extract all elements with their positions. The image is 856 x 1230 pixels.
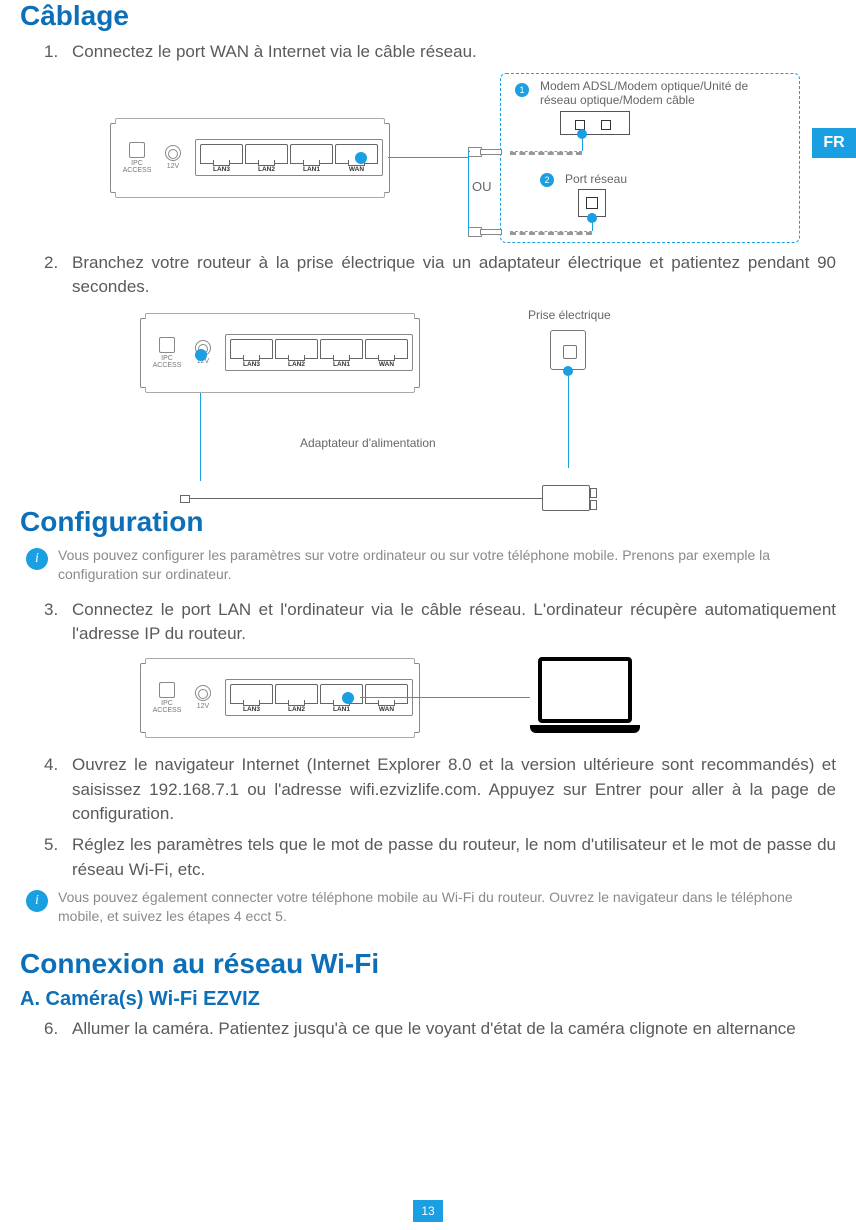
step-text: Connectez le port LAN et l'ordinateur vi…: [72, 598, 836, 647]
step-text: Branchez votre routeur à la prise électr…: [72, 251, 836, 300]
page-number: 13: [413, 1200, 443, 1222]
step-number: 6.: [44, 1017, 72, 1042]
port-label: 12V: [167, 163, 179, 170]
modem-port-dot: [577, 129, 587, 139]
port-label: LAN2: [288, 361, 305, 368]
port-label: LAN3: [243, 361, 260, 368]
modem-label: Modem ADSL/Modem optique/Unité de réseau…: [540, 79, 780, 108]
port-label: LAN3: [213, 166, 230, 173]
info-text: Vous pouvez configurer les paramètres su…: [58, 546, 836, 584]
port-label: IPC ACCESS: [153, 700, 182, 714]
wall-port-dot: [587, 213, 597, 223]
info-icon: i: [26, 548, 48, 570]
port-label: IPC ACCESS: [153, 355, 182, 369]
adapter-icon: [190, 456, 590, 511]
laptop-icon: [530, 657, 640, 733]
outlet-label: Prise électrique: [528, 308, 611, 322]
port-label: LAN2: [288, 706, 305, 713]
section-title-cablage: Câblage: [20, 0, 836, 32]
diagram-wan-connection: IPC ACCESS 12V LAN3 LAN2 LAN1 WAN OU 1 M…: [70, 73, 836, 243]
cable-plug-icon: [468, 225, 518, 237]
port-label: WAN: [349, 166, 364, 173]
subsection-title: A. Caméra(s) Wi-Fi EZVIZ: [20, 988, 836, 1011]
lan-port-dot: [342, 692, 354, 704]
step-number: 4.: [44, 753, 72, 827]
port-label: LAN1: [333, 706, 350, 713]
power-port-dot: [195, 349, 207, 361]
step-number: 3.: [44, 598, 72, 647]
step-text: Réglez les paramètres tels que le mot de…: [72, 833, 836, 882]
outlet-dot: [563, 366, 573, 376]
port-label: IPC ACCESS: [123, 160, 152, 174]
port-label: WAN: [379, 706, 394, 713]
step-text: Connectez le port WAN à Internet via le …: [72, 40, 836, 65]
adapter-label: Adaptateur d'alimentation: [300, 436, 436, 450]
option-badge-2: 2: [540, 173, 554, 187]
port-label: 12V: [197, 703, 209, 710]
step-number: 2.: [44, 251, 72, 300]
wan-highlight-dot: [355, 152, 367, 164]
step-text: Ouvrez le navigateur Internet (Internet …: [72, 753, 836, 827]
step-number: 1.: [44, 40, 72, 65]
section-title-wifi: Connexion au réseau Wi-Fi: [20, 948, 836, 980]
port-label: LAN3: [243, 706, 260, 713]
port-label: LAN1: [303, 166, 320, 173]
network-port-label: Port réseau: [565, 172, 627, 186]
step-text: Allumer la caméra. Patientez jusqu'à ce …: [72, 1017, 836, 1042]
cable-plug-icon: [468, 145, 518, 157]
modem-icon: [560, 111, 630, 135]
step-number: 5.: [44, 833, 72, 882]
port-label: WAN: [379, 361, 394, 368]
port-label: LAN1: [333, 361, 350, 368]
outlet-icon: [550, 330, 586, 370]
or-label: OU: [472, 179, 492, 194]
info-icon: i: [26, 890, 48, 912]
diagram-lan-connection: IPC ACCESS 12V LAN3 LAN2 LAN1 WAN: [140, 655, 700, 745]
diagram-power-connection: IPC ACCESS 12V LAN3 LAN2 LAN1 WAN Prise …: [140, 308, 700, 508]
port-label: LAN2: [258, 166, 275, 173]
info-text: Vous pouvez également connecter votre té…: [58, 888, 836, 926]
option-badge-1: 1: [515, 83, 529, 97]
